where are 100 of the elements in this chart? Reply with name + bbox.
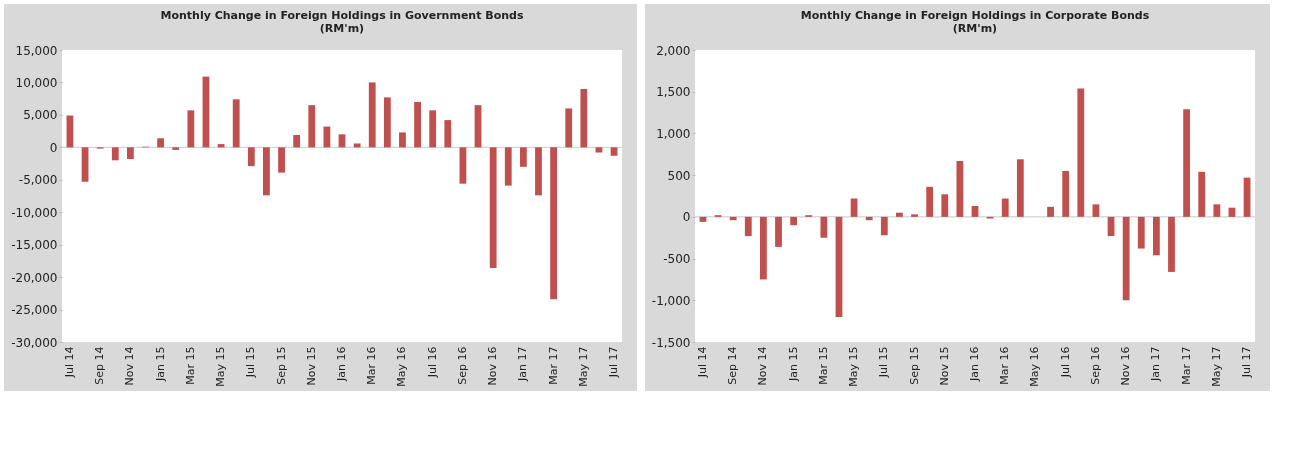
- bar: [444, 120, 452, 148]
- x-tick-label: Nov 15: [304, 346, 318, 386]
- bar: [1198, 171, 1206, 217]
- y-tick-label: -5,000: [18, 173, 58, 188]
- y-tick-label: 15,000: [15, 43, 58, 58]
- y-tick-label: 1,000: [656, 126, 691, 141]
- x-tick-label: Mar 17: [546, 346, 560, 385]
- x-tick-label: Mar 15: [816, 346, 830, 385]
- x-tick-label: Mar 16: [365, 346, 379, 385]
- bar: [247, 147, 255, 167]
- bar: [565, 108, 573, 148]
- bar: [232, 99, 240, 148]
- y-tick-label: 500: [667, 168, 691, 183]
- y-tick-label: -10,000: [11, 205, 58, 220]
- bar: [489, 147, 497, 269]
- bar: [278, 147, 285, 173]
- bar: [368, 82, 376, 148]
- y-tick-label: 1,500: [656, 85, 691, 100]
- bar: [504, 147, 512, 186]
- x-tick-label: Jul 16: [425, 346, 439, 379]
- x-tick-label: Sep 14: [93, 346, 107, 385]
- x-tick-label: Jul 14: [62, 346, 76, 379]
- bar: [172, 147, 180, 150]
- bar: [459, 147, 467, 184]
- x-tick-label: Jul 14: [695, 346, 709, 379]
- x-tick-label: Jul 15: [244, 346, 258, 379]
- x-tick-label: Nov 16: [486, 346, 500, 386]
- bar: [414, 101, 421, 148]
- bar: [1122, 216, 1130, 301]
- bar: [865, 216, 873, 221]
- y-tick-label: 2,000: [656, 43, 691, 58]
- bar: [429, 110, 437, 148]
- x-tick-label: Jul 15: [877, 346, 891, 379]
- x-tick-label: Jan 17: [516, 346, 530, 382]
- bar: [595, 147, 603, 153]
- x-tick-label: Mar 16: [998, 346, 1012, 385]
- y-tick-label: 10,000: [15, 75, 58, 90]
- bar: [1062, 170, 1070, 217]
- bar: [1168, 216, 1175, 272]
- x-tick-label: Sep 15: [907, 346, 921, 385]
- y-tick-label: 0: [682, 210, 691, 225]
- bar: [157, 138, 165, 148]
- bar: [1092, 204, 1100, 217]
- bar: [1001, 198, 1009, 217]
- bar: [535, 147, 542, 196]
- bar: [399, 132, 406, 148]
- x-tick-label: Jul 16: [1058, 346, 1072, 379]
- bar: [775, 216, 782, 247]
- y-tick-label: 0: [49, 140, 58, 155]
- bar: [1137, 216, 1145, 249]
- x-tick-label: May 16: [395, 346, 409, 387]
- bar: [126, 147, 134, 160]
- x-tick-label: May 17: [1209, 346, 1223, 387]
- bar: [580, 88, 588, 148]
- x-tick-label: May 15: [847, 346, 861, 387]
- bar: [81, 147, 89, 182]
- bar: [111, 147, 119, 161]
- x-tick-label: Sep 15: [274, 346, 288, 385]
- x-tick-label: Mar 15: [183, 346, 197, 385]
- x-tick-label: Jan 17: [1149, 346, 1163, 382]
- bar: [790, 216, 798, 226]
- chart-title: Monthly Change in Foreign Holdings in Corporate Bonds (RM'm): [800, 9, 1150, 35]
- bar: [308, 105, 316, 148]
- bar: [519, 147, 527, 167]
- bar: [1183, 109, 1191, 217]
- bar: [383, 97, 391, 148]
- bar: [610, 147, 618, 156]
- x-tick-label: May 16: [1028, 346, 1042, 387]
- bar: [550, 147, 558, 300]
- x-tick-label: Jul 17: [607, 346, 621, 379]
- x-tick-label: Sep 16: [455, 346, 469, 385]
- x-tick-label: Nov 16: [1119, 346, 1133, 386]
- bar: [1077, 88, 1085, 217]
- x-tick-label: Sep 16: [1088, 346, 1102, 385]
- bar: [820, 216, 828, 238]
- x-tick-label: Jul 17: [1240, 346, 1254, 379]
- bar: [880, 216, 888, 236]
- y-tick-label: -25,000: [11, 303, 58, 318]
- x-tick-label: Nov 15: [937, 346, 951, 386]
- y-tick-label: -500: [663, 252, 691, 267]
- y-tick-label: -20,000: [11, 270, 58, 285]
- bar: [187, 110, 195, 148]
- y-tick-label: -30,000: [11, 335, 58, 350]
- x-tick-label: Jan 16: [968, 346, 981, 382]
- y-tick-label: -1,500: [651, 335, 691, 350]
- bar: [1016, 159, 1024, 217]
- bar: [759, 216, 767, 280]
- bar: [729, 216, 737, 221]
- x-tick-label: May 17: [576, 346, 590, 387]
- bar: [941, 194, 949, 217]
- x-tick-label: Jan 15: [786, 346, 800, 382]
- x-tick-label: Sep 14: [726, 346, 740, 385]
- bar: [744, 216, 752, 237]
- x-tick-label: Nov 14: [756, 346, 770, 386]
- x-tick-label: Jan 15: [153, 346, 167, 382]
- x-tick-label: Jan 16: [335, 346, 348, 382]
- bar: [293, 135, 301, 148]
- y-tick-label: -1,000: [651, 293, 691, 308]
- bar: [911, 214, 918, 217]
- bar: [926, 186, 934, 217]
